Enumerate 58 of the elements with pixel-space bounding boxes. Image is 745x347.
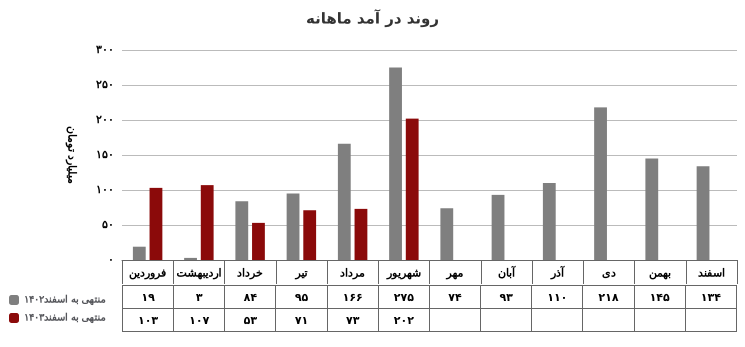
x-tick-label: اسفند <box>698 268 725 280</box>
data-label: ۷۴ <box>429 286 481 308</box>
x-tick-label: بهمن <box>649 268 672 280</box>
data-label: ۱۶۶ <box>327 286 378 308</box>
bar <box>235 201 248 260</box>
bar <box>338 144 351 260</box>
bar <box>150 188 162 260</box>
data-label: ۵۳ <box>224 308 276 332</box>
bar <box>696 166 710 260</box>
data-label: ۲۰۲ <box>378 308 430 332</box>
data-label: ۳ <box>174 286 225 308</box>
data-label: ۱۹ <box>122 286 174 308</box>
data-label: ۹۳ <box>480 286 532 308</box>
data-label: ۲۱۸ <box>582 286 634 308</box>
data-label: ۱۴۵ <box>634 286 686 308</box>
x-tick-label: اردیبهشت <box>176 268 222 280</box>
x-tick-label: فروردین <box>129 268 166 280</box>
data-label: ۲۷۵ <box>378 286 430 308</box>
bar <box>389 68 402 260</box>
y-tick-label: ۲۵۰ <box>96 79 114 91</box>
data-label: ۱۰۳ <box>122 308 174 332</box>
bar <box>645 158 658 260</box>
bar <box>252 222 265 260</box>
bar <box>440 208 454 260</box>
data-label: ۷۳ <box>327 308 378 332</box>
data-label: ۱۰۷ <box>174 308 225 332</box>
y-tick-label: ۳۰۰ <box>96 44 114 56</box>
x-tick-label: تیر <box>294 268 308 280</box>
legend-label: منتهی به اسفند۱۴۰۲ <box>24 294 106 306</box>
bar <box>542 183 556 260</box>
x-tick-label: مرداد <box>340 268 366 280</box>
x-tick-label: دی <box>602 268 616 280</box>
bar <box>286 194 300 260</box>
data-label: ۹۵ <box>276 286 328 308</box>
x-tick-label: شهریور <box>386 268 421 280</box>
chart-title: روند در آمد ماهانه <box>306 8 440 28</box>
y-tick-label: ۰ <box>108 254 114 266</box>
y-tick-label: ۲۰۰ <box>96 114 114 126</box>
bar <box>200 185 214 260</box>
y-tick-label: ۱۰۰ <box>96 184 114 196</box>
data-label: ۸۴ <box>224 286 276 308</box>
y-axis-title: میلیارد تومان <box>66 126 78 184</box>
x-tick-label: مهر <box>446 268 464 280</box>
x-tick-label: آبان <box>498 266 516 280</box>
bar <box>132 246 146 260</box>
y-tick-label: ۵۰ <box>102 219 114 231</box>
bar <box>354 208 368 260</box>
data-label: ۷۱ <box>276 308 328 332</box>
bar <box>594 107 607 260</box>
bar <box>492 194 504 260</box>
x-tick-label: آذر <box>550 266 566 280</box>
bar <box>303 210 316 260</box>
y-tick-label: ۱۵۰ <box>96 149 114 161</box>
x-tick-label: خرداد <box>237 268 264 280</box>
bar <box>406 118 419 260</box>
data-label: ۱۱۰ <box>532 286 583 308</box>
data-label: ۱۳۴ <box>685 286 736 308</box>
legend-label: منتهی به اسفند۱۴۰۳ <box>24 312 106 324</box>
